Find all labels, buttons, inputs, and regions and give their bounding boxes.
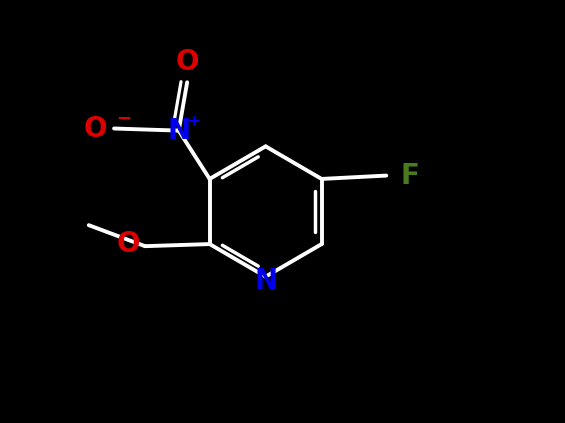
Text: O: O [175, 48, 199, 76]
Text: N: N [167, 117, 190, 145]
Text: −: − [116, 110, 132, 128]
Text: O: O [84, 115, 107, 143]
Text: F: F [401, 162, 419, 190]
Text: O: O [117, 230, 141, 258]
Text: N: N [254, 267, 277, 295]
Text: +: + [187, 114, 199, 129]
